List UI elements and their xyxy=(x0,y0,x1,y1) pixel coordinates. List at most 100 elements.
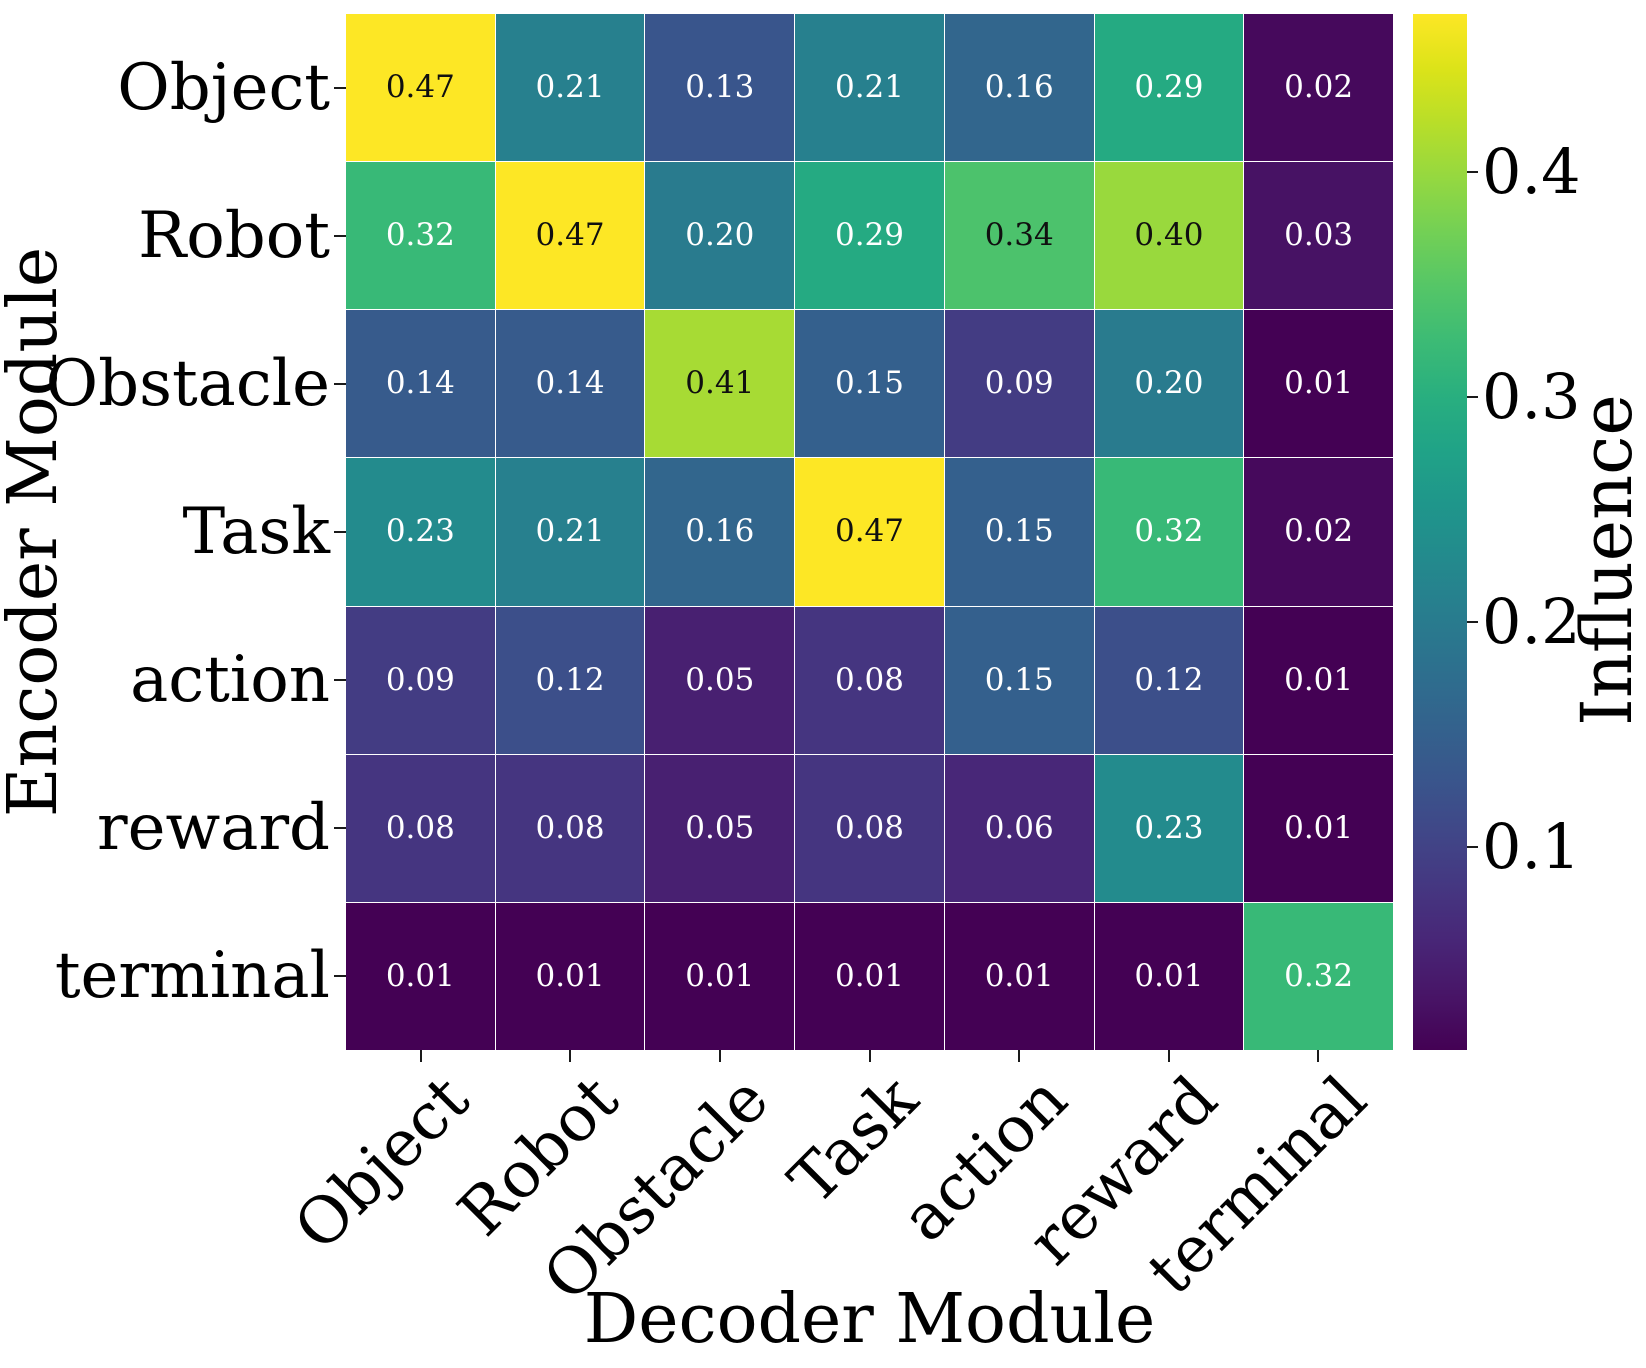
heatmap-cell: 0.09 xyxy=(944,310,1094,458)
cell-value: 0.01 xyxy=(535,957,605,994)
cell-value: 0.09 xyxy=(385,661,455,698)
cell-value: 0.23 xyxy=(1134,809,1204,846)
heatmap-cell: 0.47 xyxy=(795,458,944,606)
cell-value: 0.21 xyxy=(535,513,605,550)
heatmap-cell: 0.41 xyxy=(645,310,795,458)
heatmap-cell: 0.14 xyxy=(495,310,645,458)
heatmap-cell: 0.02 xyxy=(1244,458,1393,606)
x-tick-mark xyxy=(1167,1050,1170,1062)
cell-value: 0.14 xyxy=(535,365,605,402)
heatmap-cell: 0.21 xyxy=(495,14,645,162)
heatmap-cell: 0.01 xyxy=(944,902,1094,1050)
y-tick-mark xyxy=(334,87,346,89)
cell-value: 0.08 xyxy=(385,809,455,846)
heatmap-cell: 0.32 xyxy=(1094,458,1244,606)
cell-value: 0.05 xyxy=(685,809,755,846)
y-tick-label: Robot xyxy=(138,199,330,273)
colorbar-tick-mark xyxy=(1467,846,1478,849)
cell-value: 0.01 xyxy=(1134,957,1204,994)
cell-value: 0.21 xyxy=(834,69,904,106)
heatmap-cell: 0.13 xyxy=(645,14,795,162)
x-tick-mark xyxy=(1018,1050,1021,1062)
cell-value: 0.02 xyxy=(1284,69,1354,106)
heatmap-cell: 0.01 xyxy=(1244,606,1393,754)
heatmap-cell: 0.08 xyxy=(495,754,645,902)
x-tick-mark xyxy=(569,1050,572,1062)
colorbar-gradient xyxy=(1413,14,1467,1050)
cell-value: 0.34 xyxy=(984,217,1054,254)
heatmap-cell: 0.40 xyxy=(1094,162,1244,310)
cell-value: 0.14 xyxy=(385,365,455,402)
heatmap-grid: 0.47 0.21 0.13 0.21 0.16 0.29 0.02 0.32 0.47 0.20… xyxy=(346,14,1393,1050)
heatmap-cell: 0.20 xyxy=(1094,310,1244,458)
cell-value: 0.08 xyxy=(834,809,904,846)
cell-value: 0.15 xyxy=(984,661,1054,698)
cell-value: 0.32 xyxy=(1134,513,1204,550)
y-tick-label: Object xyxy=(117,51,330,125)
cell-value: 0.16 xyxy=(984,69,1054,106)
y-tick-label: reward xyxy=(97,791,330,865)
heatmap-cell: 0.32 xyxy=(1244,902,1393,1050)
heatmap-cell: 0.12 xyxy=(495,606,645,754)
heatmap-cell: 0.23 xyxy=(346,458,495,606)
cell-value: 0.47 xyxy=(535,217,605,254)
cell-value: 0.06 xyxy=(984,809,1054,846)
heatmap-cell: 0.08 xyxy=(795,754,944,902)
heatmap-cell: 0.12 xyxy=(1094,606,1244,754)
y-tick-label: Obstacle xyxy=(45,347,330,421)
cell-value: 0.29 xyxy=(834,217,904,254)
cell-value: 0.02 xyxy=(1284,513,1354,550)
heatmap-cell: 0.29 xyxy=(1094,14,1244,162)
heatmap-cell: 0.01 xyxy=(495,902,645,1050)
cell-value: 0.01 xyxy=(834,957,904,994)
colorbar-tick-label: 0.3 xyxy=(1482,359,1581,433)
colorbar-tick-label: 0.2 xyxy=(1482,585,1581,659)
cell-value: 0.08 xyxy=(535,809,605,846)
heatmap-cell: 0.03 xyxy=(1244,162,1393,310)
y-tick-mark xyxy=(334,679,346,681)
cell-value: 0.20 xyxy=(1134,365,1204,402)
x-tick-mark xyxy=(419,1050,422,1062)
cell-value: 0.01 xyxy=(1284,809,1354,846)
cell-value: 0.47 xyxy=(385,69,455,106)
heatmap-cell: 0.15 xyxy=(944,606,1094,754)
cell-value: 0.20 xyxy=(685,217,755,254)
y-tick-mark xyxy=(334,531,346,533)
heatmap-cell: 0.21 xyxy=(495,458,645,606)
y-axis-title: Encoder Module xyxy=(0,246,73,818)
y-tick-mark xyxy=(334,975,346,977)
heatmap-cell: 0.01 xyxy=(1244,754,1393,902)
x-tick-mark xyxy=(718,1050,721,1062)
heatmap-cell: 0.21 xyxy=(795,14,944,162)
colorbar-tick-label: 0.4 xyxy=(1482,134,1581,208)
cell-value: 0.03 xyxy=(1284,217,1354,254)
heatmap-cell: 0.01 xyxy=(346,902,495,1050)
cell-value: 0.12 xyxy=(1134,661,1204,698)
colorbar-tick-label: 0.1 xyxy=(1482,810,1581,884)
heatmap-cell: 0.08 xyxy=(795,606,944,754)
cell-value: 0.32 xyxy=(1284,957,1354,994)
heatmap-cell: 0.47 xyxy=(346,14,495,162)
cell-value: 0.16 xyxy=(685,513,755,550)
heatmap-cell: 0.32 xyxy=(346,162,495,310)
heatmap-cell: 0.01 xyxy=(1094,902,1244,1050)
cell-value: 0.08 xyxy=(834,661,904,698)
heatmap-cell: 0.14 xyxy=(346,310,495,458)
heatmap-cell: 0.08 xyxy=(346,754,495,902)
colorbar-tick-mark xyxy=(1467,170,1478,173)
heatmap-cell: 0.47 xyxy=(495,162,645,310)
cell-value: 0.15 xyxy=(834,365,904,402)
heatmap-cell: 0.05 xyxy=(645,754,795,902)
cell-value: 0.09 xyxy=(984,365,1054,402)
cell-value: 0.29 xyxy=(1134,69,1204,106)
heatmap-cell: 0.29 xyxy=(795,162,944,310)
heatmap-cell: 0.15 xyxy=(795,310,944,458)
heatmap-cell: 0.34 xyxy=(944,162,1094,310)
cell-value: 0.01 xyxy=(685,957,755,994)
heatmap-cell: 0.16 xyxy=(944,14,1094,162)
y-tick-mark xyxy=(334,235,346,237)
cell-value: 0.32 xyxy=(385,217,455,254)
x-axis-title: Decoder Module xyxy=(583,1280,1156,1359)
colorbar-title: Influence xyxy=(1566,394,1646,726)
